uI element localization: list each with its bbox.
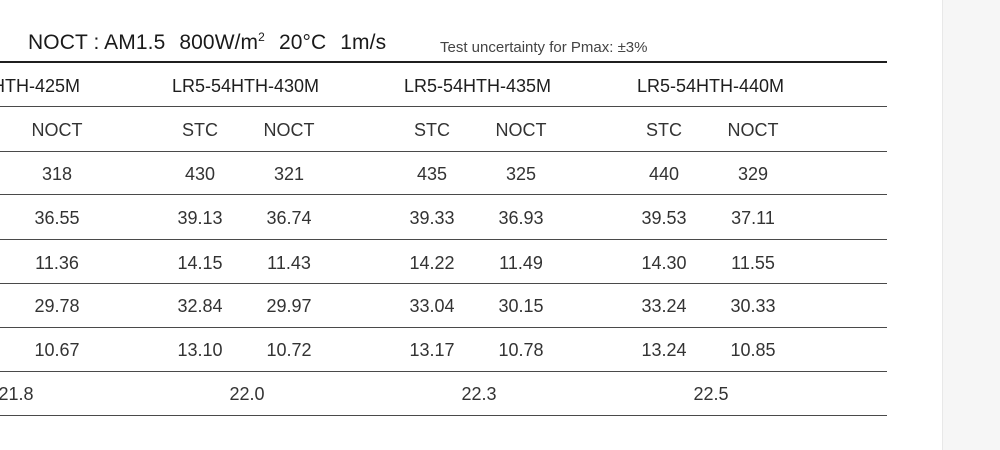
table-cell: 36.55 bbox=[34, 208, 80, 228]
table-cell: 11.49 bbox=[499, 253, 543, 273]
table-cell: 36.93 bbox=[498, 208, 544, 228]
table-cell: 33.04 bbox=[409, 296, 455, 316]
table-cell: 39.33 bbox=[409, 208, 455, 228]
table-cell: 36.74 bbox=[266, 208, 312, 228]
table-cell: 13.24 bbox=[641, 340, 687, 360]
column-header: NOCT bbox=[263, 120, 315, 140]
column-header: NOCT bbox=[495, 120, 547, 140]
table-cell: 14.15 bbox=[177, 253, 223, 273]
table-cell: 29.97 bbox=[266, 296, 312, 316]
noct-prefix: NOCT : AM1.5 bbox=[28, 31, 166, 54]
table-cell: 10.85 bbox=[730, 340, 776, 360]
model-heading-435m: LR5-54HTH-435M bbox=[404, 76, 552, 96]
noct-irradiance: 800W/m2 bbox=[179, 30, 265, 54]
table-cell: 30.33 bbox=[730, 296, 776, 316]
table-cell: 33.24 bbox=[641, 296, 687, 316]
model-heading-440m: LR5-54HTH-440M bbox=[637, 76, 785, 96]
test-uncertainty-note: Test uncertainty for Pmax: ±3% bbox=[440, 39, 648, 56]
table-cell: 10.67 bbox=[34, 340, 80, 360]
efficiency-cell: 21.8 bbox=[0, 384, 34, 404]
row-divider bbox=[0, 194, 887, 195]
noct-conditions: NOCT : AM1.5 800W/m2 20°C 1m/s bbox=[28, 30, 386, 55]
table-cell: 321 bbox=[273, 164, 305, 184]
table-cell: 14.30 bbox=[641, 253, 687, 273]
row-divider bbox=[0, 239, 887, 240]
efficiency-cell: 22.3 bbox=[461, 384, 497, 404]
column-header: NOCT bbox=[727, 120, 779, 140]
table-cell: 13.17 bbox=[409, 340, 455, 360]
row-divider bbox=[0, 415, 887, 416]
row-divider bbox=[0, 151, 887, 152]
row-divider bbox=[0, 106, 887, 107]
model-heading-430m: LR5-54HTH-430M bbox=[172, 76, 320, 96]
model-heading-425m: HTH-425M bbox=[0, 76, 81, 96]
column-header: STC bbox=[182, 120, 218, 140]
noct-wind-speed: 1m/s bbox=[340, 31, 387, 54]
table-cell: 14.22 bbox=[409, 253, 455, 273]
table-cell: 318 bbox=[41, 164, 73, 184]
table-cell: 440 bbox=[648, 164, 680, 184]
table-cell: 32.84 bbox=[177, 296, 223, 316]
table-cell: 13.10 bbox=[177, 340, 223, 360]
noct-temperature: 20°C bbox=[278, 31, 327, 54]
table-cell: 11.55 bbox=[731, 253, 775, 273]
efficiency-cell: 22.0 bbox=[229, 384, 265, 404]
column-header: STC bbox=[646, 120, 682, 140]
table-cell: 29.78 bbox=[34, 296, 80, 316]
table-cell: 430 bbox=[184, 164, 216, 184]
table-cell: 10.72 bbox=[266, 340, 312, 360]
table-cell: 10.78 bbox=[498, 340, 544, 360]
table-cell: 435 bbox=[416, 164, 448, 184]
column-header: STC bbox=[414, 120, 450, 140]
row-divider bbox=[0, 327, 887, 328]
table-cell: 11.43 bbox=[267, 253, 311, 273]
efficiency-cell: 22.5 bbox=[693, 384, 729, 404]
table-cell: 325 bbox=[505, 164, 537, 184]
table-top-rule bbox=[0, 61, 887, 63]
table-cell: 11.36 bbox=[35, 253, 79, 273]
right-margin-strip bbox=[942, 0, 1000, 450]
table-cell: 30.15 bbox=[498, 296, 544, 316]
table-cell: 37.11 bbox=[731, 208, 775, 228]
row-divider bbox=[0, 283, 887, 284]
table-cell: 39.13 bbox=[177, 208, 223, 228]
table-cell: 39.53 bbox=[641, 208, 687, 228]
table-cell: 329 bbox=[737, 164, 769, 184]
row-divider bbox=[0, 371, 887, 372]
column-header: NOCT bbox=[31, 120, 83, 140]
